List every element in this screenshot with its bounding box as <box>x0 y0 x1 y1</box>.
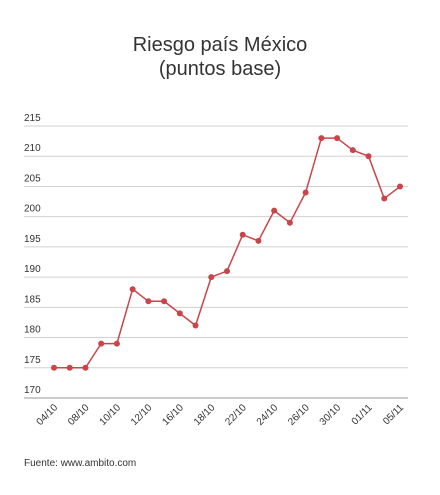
x-tick-label: 05/11 <box>381 402 406 427</box>
y-tick-label-185: 185 <box>24 294 41 305</box>
x-tick-label: 22/10 <box>223 402 249 428</box>
x-tick-label: 04/10 <box>35 402 61 428</box>
x-axis-ticks: 04/10 08/10 10/10 12/10 16/10 18/10 22/10 24/10… <box>35 402 407 428</box>
data-point <box>318 135 325 142</box>
y-tick-label-205: 205 <box>24 173 41 184</box>
data-point <box>192 322 199 329</box>
y-axis-ticks: 170 175 180 185 190 195 200 205 210 215 <box>24 113 41 396</box>
series-line <box>54 137 401 369</box>
data-point <box>255 237 262 244</box>
chart-subtitle: (puntos base) <box>158 58 282 80</box>
data-point <box>145 298 152 305</box>
data-point <box>161 298 168 305</box>
y-tick-label-215: 215 <box>24 113 41 124</box>
x-tick-label: 10/10 <box>98 402 124 428</box>
x-tick-label: 16/10 <box>160 402 186 428</box>
source-note: Fuente: www.ambito.com <box>24 458 137 469</box>
data-point <box>51 364 57 371</box>
y-tick-label-175: 175 <box>24 355 41 366</box>
y-tick-label-195: 195 <box>24 234 41 245</box>
data-point <box>302 189 309 196</box>
x-tick-label: 18/10 <box>192 402 218 428</box>
data-point <box>381 195 388 202</box>
x-tick-label: 30/10 <box>318 402 344 428</box>
data-point <box>129 286 136 293</box>
data-point <box>349 147 356 154</box>
data-point <box>239 231 246 238</box>
data-point <box>286 219 293 226</box>
data-point <box>397 183 403 190</box>
data-point <box>82 364 89 371</box>
x-tick-label: 12/10 <box>129 402 155 428</box>
x-tick-label: 26/10 <box>286 402 312 428</box>
gridlines <box>24 125 408 399</box>
series <box>51 135 403 371</box>
data-point <box>66 364 73 371</box>
data-point <box>113 340 120 347</box>
data-point <box>334 135 341 142</box>
data-point <box>365 153 372 160</box>
data-point <box>224 268 230 275</box>
data-point <box>271 207 278 214</box>
data-point <box>208 274 215 281</box>
data-point <box>98 340 105 347</box>
x-tick-label: 01/11 <box>350 402 375 427</box>
y-tick-label-210: 210 <box>24 143 41 154</box>
y-tick-label-180: 180 <box>24 325 41 336</box>
chart-title: Riesgo país México <box>132 34 308 56</box>
y-tick-label-200: 200 <box>24 204 41 215</box>
x-tick-label: 08/10 <box>66 402 92 428</box>
y-tick-label-190: 190 <box>24 264 41 275</box>
x-tick-label: 24/10 <box>255 402 281 428</box>
data-point <box>176 310 183 317</box>
y-tick-label-170: 170 <box>24 385 41 396</box>
